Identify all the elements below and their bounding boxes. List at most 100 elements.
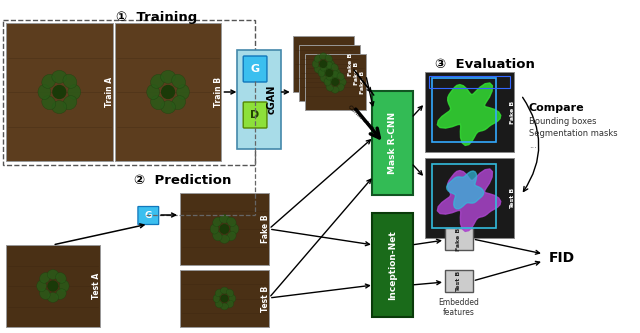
Ellipse shape — [320, 64, 327, 71]
Ellipse shape — [172, 74, 186, 88]
Text: G: G — [145, 211, 152, 220]
Ellipse shape — [332, 71, 339, 78]
Text: Segmentation masks: Segmentation masks — [529, 129, 618, 138]
Ellipse shape — [63, 74, 77, 88]
Ellipse shape — [314, 55, 321, 62]
Ellipse shape — [227, 231, 236, 241]
Circle shape — [332, 79, 339, 85]
FancyBboxPatch shape — [372, 91, 413, 195]
Bar — [180, 193, 269, 265]
Ellipse shape — [47, 293, 59, 302]
Ellipse shape — [230, 224, 239, 234]
FancyBboxPatch shape — [243, 56, 267, 82]
Bar — [425, 158, 514, 238]
Circle shape — [221, 295, 228, 302]
Polygon shape — [447, 171, 484, 209]
Text: Embedded
features: Embedded features — [438, 298, 479, 317]
Ellipse shape — [40, 289, 50, 299]
Ellipse shape — [210, 224, 219, 234]
Ellipse shape — [318, 69, 324, 77]
Ellipse shape — [319, 53, 327, 60]
Text: Fake B: Fake B — [456, 227, 461, 251]
Ellipse shape — [147, 85, 159, 100]
Ellipse shape — [52, 70, 67, 83]
Ellipse shape — [325, 78, 333, 84]
Ellipse shape — [331, 64, 339, 71]
Text: ...: ... — [529, 141, 537, 150]
Ellipse shape — [337, 73, 344, 80]
Ellipse shape — [63, 96, 77, 110]
Circle shape — [326, 70, 333, 76]
Text: Mask R-CNN: Mask R-CNN — [388, 112, 397, 174]
FancyBboxPatch shape — [237, 50, 281, 149]
Text: Fake B: Fake B — [348, 52, 353, 76]
Ellipse shape — [52, 101, 67, 114]
FancyBboxPatch shape — [138, 206, 159, 224]
Ellipse shape — [227, 289, 234, 297]
Text: Train A: Train A — [105, 77, 115, 107]
Text: Continuing...: Continuing... — [346, 105, 380, 136]
Text: Inception-Net: Inception-Net — [388, 230, 397, 300]
Text: Fake B: Fake B — [360, 70, 365, 94]
Polygon shape — [437, 169, 500, 231]
Circle shape — [48, 281, 58, 291]
Ellipse shape — [220, 214, 229, 223]
Text: Fake B: Fake B — [355, 61, 360, 85]
Ellipse shape — [161, 101, 175, 114]
Bar — [180, 270, 269, 327]
Circle shape — [320, 61, 326, 67]
Ellipse shape — [56, 272, 66, 283]
FancyBboxPatch shape — [372, 213, 413, 317]
Bar — [425, 72, 514, 152]
Circle shape — [53, 86, 66, 99]
Ellipse shape — [56, 289, 66, 299]
Ellipse shape — [36, 280, 47, 292]
Ellipse shape — [331, 75, 339, 82]
Ellipse shape — [150, 96, 164, 110]
Ellipse shape — [177, 85, 189, 100]
Bar — [299, 45, 360, 101]
Text: D: D — [250, 110, 260, 120]
Ellipse shape — [212, 217, 222, 226]
Text: Test B: Test B — [509, 187, 515, 209]
Ellipse shape — [227, 300, 234, 308]
Ellipse shape — [212, 231, 222, 241]
Ellipse shape — [337, 84, 344, 91]
Ellipse shape — [215, 289, 223, 297]
Bar — [6, 23, 113, 161]
Ellipse shape — [38, 85, 51, 100]
Text: Train B: Train B — [214, 77, 223, 107]
Ellipse shape — [312, 60, 319, 68]
Ellipse shape — [42, 74, 56, 88]
Ellipse shape — [326, 73, 333, 80]
Text: Fake B: Fake B — [509, 100, 515, 124]
Ellipse shape — [68, 85, 81, 100]
FancyBboxPatch shape — [445, 228, 472, 250]
Text: G: G — [250, 64, 260, 74]
Ellipse shape — [332, 87, 339, 93]
Ellipse shape — [325, 62, 333, 69]
Bar — [115, 23, 221, 161]
Ellipse shape — [314, 66, 321, 73]
Ellipse shape — [42, 96, 56, 110]
Ellipse shape — [325, 66, 332, 73]
Ellipse shape — [328, 60, 334, 68]
Polygon shape — [437, 83, 500, 146]
Ellipse shape — [40, 272, 50, 283]
Text: ①  Training: ① Training — [116, 11, 197, 24]
Ellipse shape — [47, 270, 59, 279]
Ellipse shape — [320, 75, 327, 82]
Text: Bounding boxes: Bounding boxes — [529, 118, 596, 127]
Ellipse shape — [319, 69, 327, 75]
Text: Compare: Compare — [529, 103, 584, 113]
Ellipse shape — [340, 78, 346, 86]
Text: Test B: Test B — [262, 285, 271, 312]
Ellipse shape — [325, 55, 332, 62]
Text: Test A: Test A — [92, 273, 101, 299]
Ellipse shape — [324, 78, 331, 86]
Text: Fake B: Fake B — [262, 215, 271, 243]
Circle shape — [220, 225, 228, 233]
Text: ③  Evaluation: ③ Evaluation — [435, 58, 534, 71]
Ellipse shape — [229, 294, 236, 302]
FancyBboxPatch shape — [445, 270, 472, 292]
